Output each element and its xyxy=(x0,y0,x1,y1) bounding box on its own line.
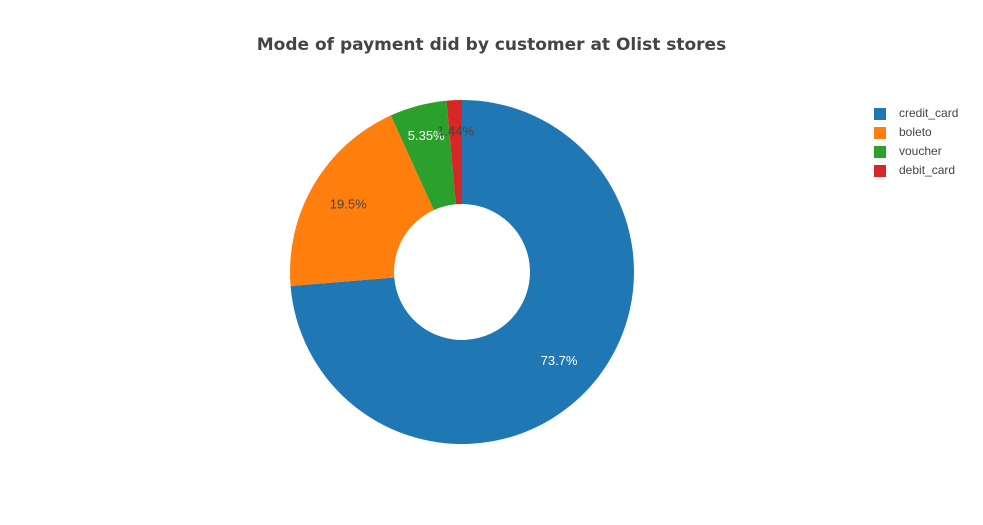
legend-item-boleto[interactable]: boleto xyxy=(874,125,932,139)
legend-label: credit_card xyxy=(899,106,958,120)
slice-debit-card[interactable] xyxy=(446,100,462,205)
slice-label-voucher: 5.35% xyxy=(408,128,445,143)
slice-boleto[interactable] xyxy=(290,115,434,286)
legend-label: boleto xyxy=(899,125,932,139)
donut-slices xyxy=(290,100,635,444)
slice-label-credit-card: 73.7% xyxy=(541,353,578,368)
chart-title: Mode of payment did by customer at Olist… xyxy=(257,35,726,55)
legend-item-debit-card[interactable]: debit_card xyxy=(874,163,955,177)
legend-item-voucher[interactable]: voucher xyxy=(874,144,942,158)
legend-swatch xyxy=(874,108,886,120)
slice-credit-card[interactable] xyxy=(290,100,635,444)
slice-label-debit-card: 1.44% xyxy=(437,124,474,139)
legend-swatch xyxy=(874,165,886,177)
legend-label: debit_card xyxy=(899,163,955,177)
legend-item-credit-card[interactable]: credit_card xyxy=(874,106,958,120)
slice-voucher[interactable] xyxy=(390,100,456,211)
slice-labels: 73.7% 19.5% 5.35%1.44% xyxy=(330,124,578,368)
legend-label: voucher xyxy=(899,144,942,158)
slice-label-boleto: 19.5% xyxy=(330,197,367,212)
legend-swatch xyxy=(874,127,886,139)
legend-swatch xyxy=(874,146,886,158)
